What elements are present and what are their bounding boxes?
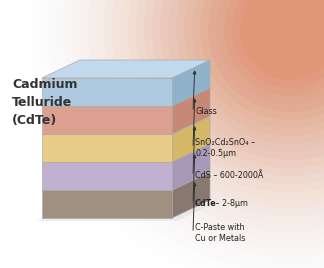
Circle shape <box>224 0 324 96</box>
Polygon shape <box>172 144 210 190</box>
Polygon shape <box>172 88 210 134</box>
Polygon shape <box>42 162 172 190</box>
Polygon shape <box>172 172 210 218</box>
Polygon shape <box>42 78 172 106</box>
Polygon shape <box>172 60 210 106</box>
Polygon shape <box>42 190 172 218</box>
Polygon shape <box>172 116 210 162</box>
Polygon shape <box>42 172 210 190</box>
Circle shape <box>200 0 324 120</box>
Polygon shape <box>42 116 210 134</box>
Text: CdS – 600-2000Å: CdS – 600-2000Å <box>195 172 263 181</box>
Circle shape <box>232 0 324 88</box>
Polygon shape <box>42 88 210 106</box>
Text: C-Paste with
Cu or Metals: C-Paste with Cu or Metals <box>195 223 245 243</box>
Circle shape <box>192 0 324 128</box>
Circle shape <box>216 0 324 104</box>
Polygon shape <box>42 60 210 78</box>
Text: CdTe: CdTe <box>195 199 217 209</box>
Polygon shape <box>37 203 215 221</box>
Polygon shape <box>42 134 172 162</box>
Text: Glass: Glass <box>195 107 217 117</box>
Circle shape <box>240 0 324 80</box>
Text: – 2-8μm: – 2-8μm <box>213 199 248 209</box>
Polygon shape <box>42 106 172 134</box>
Circle shape <box>208 0 324 112</box>
Text: SnO₂Cd₂SnO₄ –
0.2-0.5μm: SnO₂Cd₂SnO₄ – 0.2-0.5μm <box>195 138 255 158</box>
Polygon shape <box>42 144 210 162</box>
Text: Cadmium
Telluride
(CdTe): Cadmium Telluride (CdTe) <box>12 78 77 127</box>
Circle shape <box>184 0 324 136</box>
Circle shape <box>176 0 324 144</box>
